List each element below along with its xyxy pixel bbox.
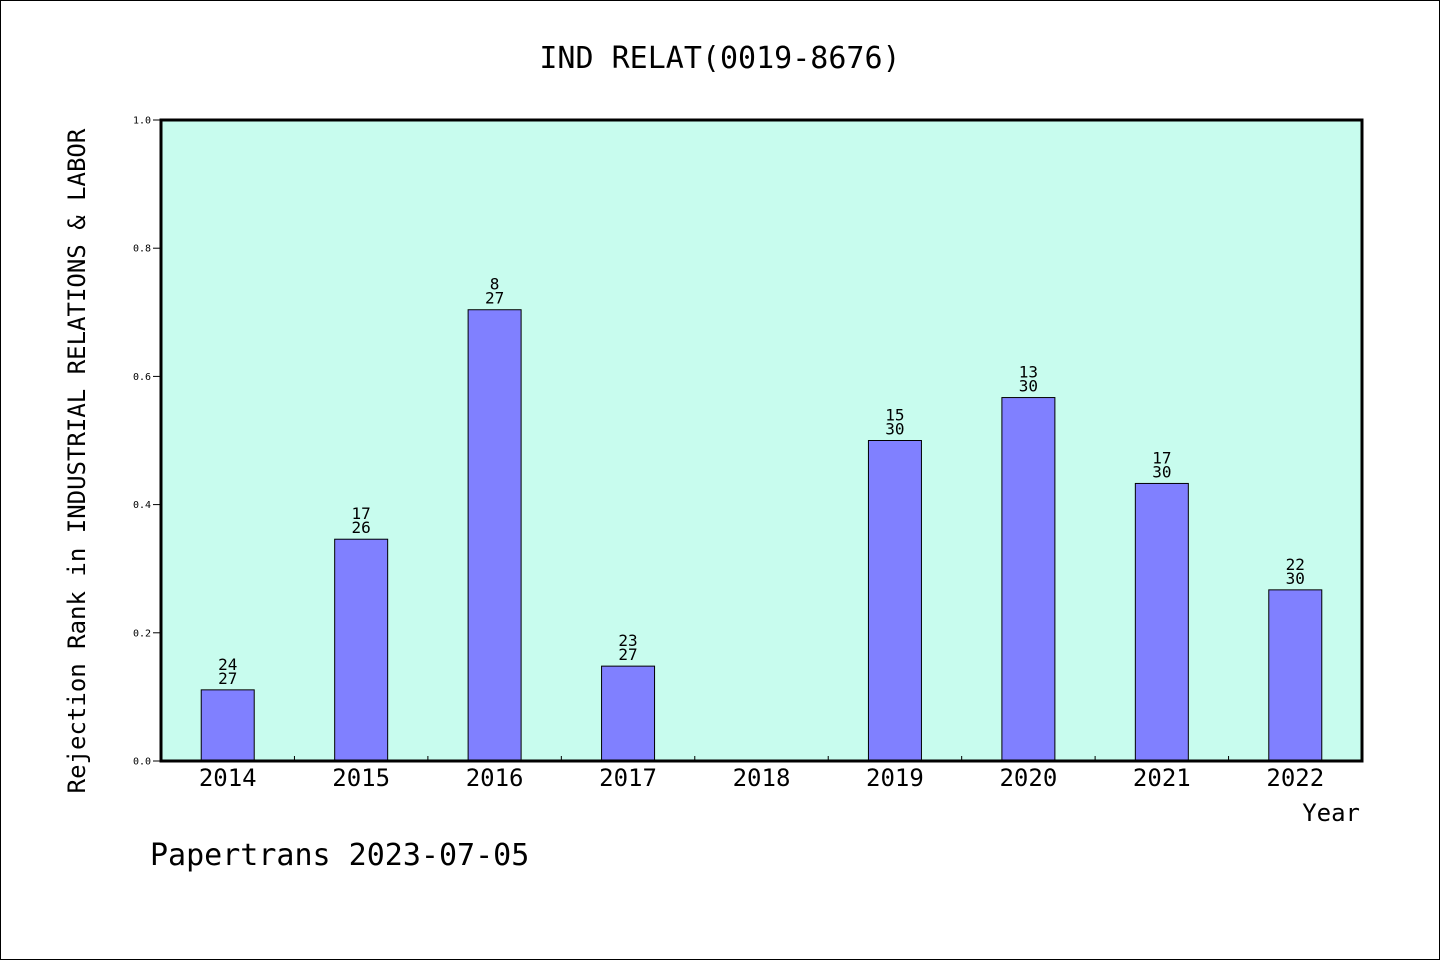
y-axis-label: Rejection Rank in INDUSTRIAL RELATIONS &… [63,128,91,793]
bar-2017 [601,665,656,762]
bar-label-total-2019: 30 [885,420,904,439]
bar-2014 [200,689,255,762]
bar-2021 [1134,482,1189,762]
y-tick-label: 0.0 [133,757,151,768]
bar-2019 [867,440,922,762]
bar-2022 [1268,589,1323,762]
bar-label-total-2015: 26 [352,518,371,537]
x-axis-label: Year [1302,799,1360,827]
footer-stamp: Papertrans 2023-07-05 [150,838,529,873]
bar-label-rank-2019: 15 [885,406,904,425]
bar-label-rank-2015: 17 [352,504,371,523]
y-tick-label: 0.2 [133,628,151,639]
bar-label-total-2021: 30 [1152,462,1171,481]
y-axis-ticks: 0.0 0.2 0.4 0.6 0.8 1.0 [133,116,161,768]
x-axis-ticks: 2014 2015 2016 2017 2018 2019 2020 2021 2022 [199,756,1324,792]
x-tick-label-2016: 2016 [466,764,524,792]
x-tick-label-2015: 2015 [332,764,390,792]
bar-label-rank-2022: 22 [1286,555,1305,574]
x-tick-label-2021: 2021 [1133,764,1191,792]
bar-label-total-2022: 30 [1286,569,1305,588]
plot-frame [159,118,1364,763]
bars-layer [200,309,1323,762]
chart-title: IND RELAT(0019-8676) [539,41,900,76]
x-tick-label-2022: 2022 [1266,764,1324,792]
bar-2020 [1001,397,1056,762]
x-tick-label-2014: 2014 [199,764,257,792]
bar-2015 [334,538,389,762]
y-tick-label: 0.8 [133,244,151,255]
bar-2016 [467,309,522,762]
bar-label-total-2020: 30 [1019,377,1038,396]
bar-label-total-2017: 27 [618,645,637,664]
x-tick-label-2017: 2017 [599,764,657,792]
x-tick-label-2019: 2019 [866,764,924,792]
bar-label-total-2016: 27 [485,289,504,308]
bar-label-rank-2016: 8 [490,275,500,294]
bar-label-rank-2017: 23 [618,631,637,650]
y-tick-label: 0.6 [133,372,151,383]
bar-label-rank-2014: 24 [218,655,237,674]
bar-label-total-2014: 27 [218,669,237,688]
y-tick-label: 1.0 [133,116,151,127]
y-tick-label: 0.4 [133,500,151,511]
bar-label-rank-2021: 17 [1152,448,1171,467]
x-tick-label-2020: 2020 [999,764,1057,792]
x-tick-label-2018: 2018 [733,764,791,792]
bar-label-rank-2020: 13 [1019,363,1038,382]
